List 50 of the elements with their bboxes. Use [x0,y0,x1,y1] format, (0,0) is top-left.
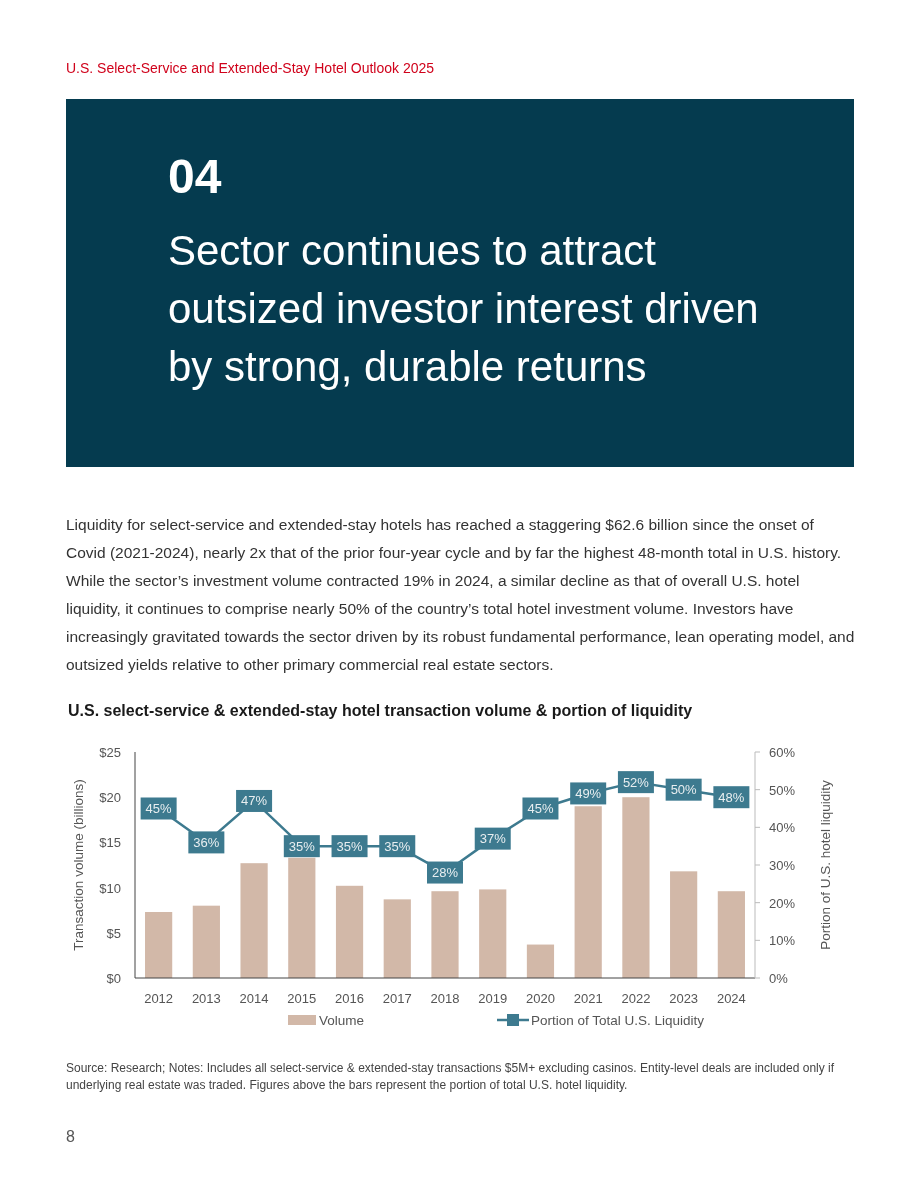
x-tick-label: 2021 [573,991,603,1006]
x-tick-label: 2013 [191,991,221,1006]
source-note: Source: Research; Notes: Includes all select-service & extended-stay transactions $5M+ excluding casinos. Entity-level deals are included only if underlying real estate was traded. Figures above the bars represent the portion of total U.S. hotel liquidity. [66,1061,835,1092]
x-tick-label: 2019 [478,991,508,1006]
x-tick-label: 2012 [144,991,174,1006]
legend-label: Portion of Total U.S. Liquidity [531,1013,705,1028]
bar [288,857,316,978]
y-axis-title: Transaction volume (billions) [71,779,86,951]
bar [717,891,745,978]
y-tick-label: $20 [99,790,121,806]
x-tick-label: 2023 [669,991,699,1006]
x-tick-label: 2016 [335,991,364,1006]
y2-tick-label: 30% [769,858,796,873]
y-tick-label: $25 [99,745,121,760]
y-tick-label: $5 [106,925,121,941]
x-tick-label: 2015 [287,991,317,1006]
bar [335,885,364,978]
y2-tick-label: 50% [769,782,796,798]
bar [145,912,173,978]
bar [383,899,411,978]
y2-tick-label: 60% [769,745,796,760]
bar [240,863,268,978]
x-tick-label: 2024 [716,991,746,1006]
y-tick-label: $10 [99,880,121,896]
chart-title: U.S. select-service & extended-stay hotel transaction volume & portion of liquidity [68,702,693,719]
x-tick-label: 2020 [526,991,555,1006]
bar [431,891,459,978]
y-tick-label: $15 [99,835,121,851]
text: 04 [168,150,222,203]
y2-tick-label: 20% [769,895,796,911]
bar [670,871,698,978]
x-tick-label: 2014 [239,991,269,1006]
x-tick-label: 2017 [382,991,412,1006]
bar [192,905,220,978]
y2-tick-label: 0% [769,971,789,986]
bar [526,944,555,978]
y2-axis-title: Portion of U.S. hotel liquidity [818,779,833,950]
x-tick-label: 2022 [621,991,651,1006]
text: Sector continues to attract outsized investor interest driven by strong, durable returns [168,227,759,390]
y2-tick-label: 10% [769,933,796,949]
legend-label: Volume [319,1013,365,1028]
bar [479,889,507,978]
text: Liquidity for select-service and extended-stay hotels has reached a staggering $62.6 billion since the onset of Covid (2021-2024), nearly 2x that of the prior four-year cycle and by far the highest 48-month total in U.S. history. While the sector’s investment volume contracted 19% in 2024, a similar decline as that of overall U.S. hotel liquidity, it continues to comprise nearly 50% of the country’s total hotel investment volume. Investors have increasingly gravitated towards the sector driven by its robust fundamental performance, lean operating model, and outsized yields relative to other primary commercial real estate sectors. [66,516,855,673]
bar [622,797,650,978]
text: U.S. Select-Service and Extended-Stay Hotel Outlook 2025 [66,60,435,76]
x-tick-label: 2018 [430,991,460,1006]
y-tick-label: $0 [106,971,121,986]
bar [574,806,602,978]
y2-tick-label: 40% [769,820,796,836]
text: 8 [66,1128,75,1145]
